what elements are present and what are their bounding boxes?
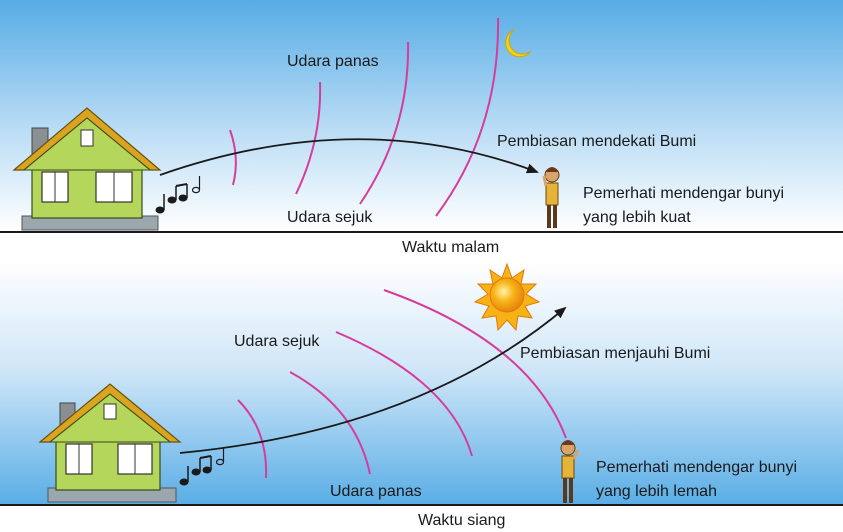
day-cool-air-label: Udara sejuk <box>234 333 320 350</box>
wavefront <box>289 371 371 475</box>
night-refraction-label: Pembiasan mendekati Bumi <box>497 133 696 150</box>
night-caption: Waktu malam <box>402 239 499 256</box>
wavefront <box>237 399 268 479</box>
wavefront <box>435 17 500 217</box>
observer-figure-icon <box>542 167 560 228</box>
night-wavefronts <box>229 17 500 217</box>
day-caption: Waktu siang <box>418 512 505 529</box>
day-panel: Udara sejuk Udara panas Pembiasan menjau… <box>0 262 843 529</box>
night-observer-label-line2: yang lebih kuat <box>583 209 691 226</box>
day-observer-label-line2: yang lebih lemah <box>596 483 717 500</box>
music-notes-icon <box>179 448 225 486</box>
observer-figure-icon <box>560 440 580 503</box>
night-cool-air-label: Udara sejuk <box>287 209 373 226</box>
house-icon <box>38 383 182 503</box>
night-panel: Udara panas Udara sejuk Pembiasan mendek… <box>0 0 843 256</box>
day-refraction-label: Pembiasan menjauhi Bumi <box>520 345 710 362</box>
wavefront <box>229 129 237 186</box>
house-icon <box>12 107 162 231</box>
night-observer-label-line1: Pemerhati mendengar bunyi <box>583 185 784 202</box>
music-notes-icon <box>155 176 201 214</box>
moon-icon <box>505 29 532 58</box>
day-sound-ray <box>179 306 567 454</box>
wavefront <box>335 331 473 457</box>
day-hot-air-label: Udara panas <box>330 483 422 500</box>
night-sound-ray <box>159 138 539 176</box>
night-hot-air-label: Udara panas <box>287 53 379 70</box>
wavefront <box>359 41 410 205</box>
day-observer-label-line1: Pemerhati mendengar bunyi <box>596 459 797 476</box>
wavefront <box>295 81 322 195</box>
sun-icon <box>473 262 541 332</box>
